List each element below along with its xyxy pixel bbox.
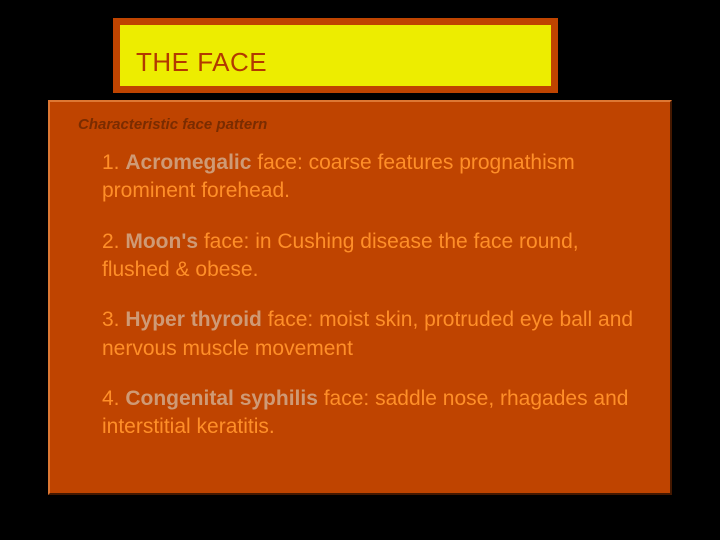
- item-lead: Hyper thyroid: [125, 308, 262, 331]
- content-box: Characteristic face pattern 1. Acromegal…: [48, 100, 672, 495]
- item-number: 1.: [102, 151, 125, 174]
- item-lead: Congenital syphilis: [125, 387, 318, 410]
- item-number: 3.: [102, 308, 125, 331]
- list-item: 4. Congenital syphilis face: saddle nose…: [102, 385, 650, 442]
- content-subtitle: Characteristic face pattern: [78, 116, 650, 133]
- item-number: 4.: [102, 387, 125, 410]
- item-lead: Acromegalic: [125, 151, 251, 174]
- list-item: 1. Acromegalic face: coarse features pro…: [102, 149, 650, 206]
- list-item: 2. Moon's face: in Cushing disease the f…: [102, 228, 650, 285]
- title-box: THE FACE: [113, 18, 558, 93]
- slide-title: THE FACE: [136, 47, 267, 78]
- list-item: 3. Hyper thyroid face: moist skin, protr…: [102, 306, 650, 363]
- item-number: 2.: [102, 230, 125, 253]
- item-lead: Moon's: [125, 230, 198, 253]
